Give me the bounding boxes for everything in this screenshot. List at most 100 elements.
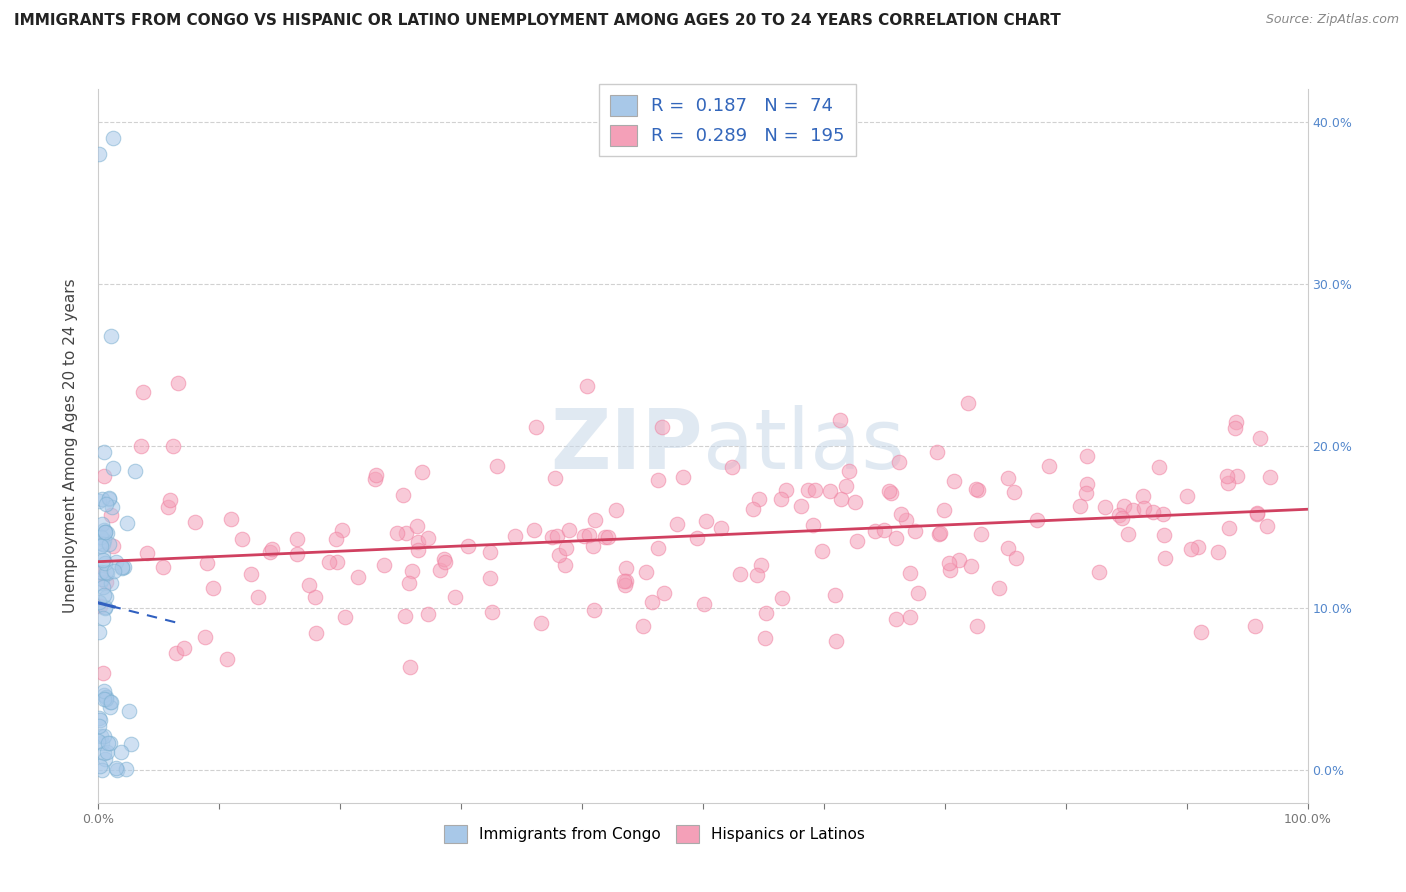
Point: [558, 524, 581, 538]
Point: [1108, 508, 1130, 522]
Point: [429, 563, 451, 577]
Point: [1249, 431, 1271, 445]
Text: atlas: atlas: [703, 406, 904, 486]
Point: [91, 548, 114, 562]
Point: [184, 515, 207, 529]
Point: [1132, 489, 1154, 503]
Point: [575, 379, 598, 393]
Point: [96, 526, 118, 541]
Point: [93, 691, 115, 706]
Point: [94, 600, 117, 615]
Point: [87, 494, 110, 508]
Point: [91, 553, 114, 567]
Point: [231, 532, 253, 546]
Point: [443, 590, 465, 604]
Point: [710, 521, 733, 535]
Point: [1069, 499, 1091, 513]
Point: [530, 615, 553, 630]
Point: [845, 534, 868, 549]
Point: [934, 503, 956, 517]
Point: [304, 590, 326, 604]
Point: [87, 734, 110, 748]
Point: [890, 508, 912, 522]
Point: [1206, 545, 1229, 559]
Point: [433, 555, 456, 569]
Point: [478, 571, 501, 585]
Point: [416, 607, 439, 621]
Point: [93, 533, 115, 547]
Point: [554, 558, 576, 573]
Point: [433, 552, 456, 566]
Point: [97, 536, 120, 550]
Point: [162, 439, 184, 453]
Point: [803, 483, 825, 498]
Point: [647, 541, 669, 555]
Point: [117, 704, 139, 718]
Point: [745, 567, 768, 582]
Point: [318, 555, 340, 569]
Point: [262, 542, 284, 557]
Point: [1153, 528, 1175, 542]
Point: [948, 553, 970, 567]
Point: [938, 556, 960, 570]
Point: [165, 646, 187, 660]
Point: [1218, 521, 1240, 535]
Point: [1026, 513, 1049, 527]
Point: [406, 543, 429, 558]
Point: [94, 690, 117, 705]
Point: [94, 590, 117, 604]
Point: [1076, 477, 1098, 491]
Point: [835, 479, 858, 493]
Point: [90, 539, 112, 553]
Point: [93, 751, 115, 765]
Point: [398, 576, 420, 591]
Point: [406, 535, 429, 549]
Point: [90, 565, 112, 579]
Point: [863, 524, 886, 538]
Point: [652, 586, 675, 600]
Point: [811, 544, 834, 558]
Point: [101, 461, 124, 475]
Point: [1114, 499, 1136, 513]
Point: [755, 606, 778, 620]
Point: [943, 474, 966, 488]
Point: [898, 610, 921, 624]
Point: [100, 328, 122, 343]
Point: [98, 491, 121, 506]
Point: [830, 413, 852, 427]
Point: [173, 640, 195, 655]
Point: [1038, 459, 1060, 474]
Point: [411, 465, 433, 479]
Point: [94, 525, 117, 540]
Point: [896, 513, 918, 527]
Point: [1088, 565, 1111, 579]
Point: [877, 484, 900, 499]
Point: [93, 468, 115, 483]
Point: [94, 601, 117, 615]
Point: [215, 652, 238, 666]
Point: [101, 500, 124, 514]
Point: [93, 730, 115, 744]
Point: [105, 763, 128, 777]
Point: [824, 588, 846, 602]
Point: [117, 516, 139, 531]
Point: [583, 513, 606, 527]
Point: [105, 761, 128, 775]
Point: [970, 526, 993, 541]
Point: [1142, 505, 1164, 519]
Point: [93, 525, 115, 540]
Point: [416, 532, 439, 546]
Point: [111, 561, 134, 575]
Point: [100, 695, 122, 709]
Point: [201, 581, 224, 595]
Point: [395, 525, 418, 540]
Point: [524, 420, 547, 434]
Point: [152, 560, 174, 574]
Point: [405, 519, 427, 533]
Point: [1132, 500, 1154, 515]
Point: [1152, 507, 1174, 521]
Point: [873, 523, 896, 537]
Point: [582, 539, 605, 553]
Point: [90, 729, 112, 743]
Point: [112, 560, 135, 574]
